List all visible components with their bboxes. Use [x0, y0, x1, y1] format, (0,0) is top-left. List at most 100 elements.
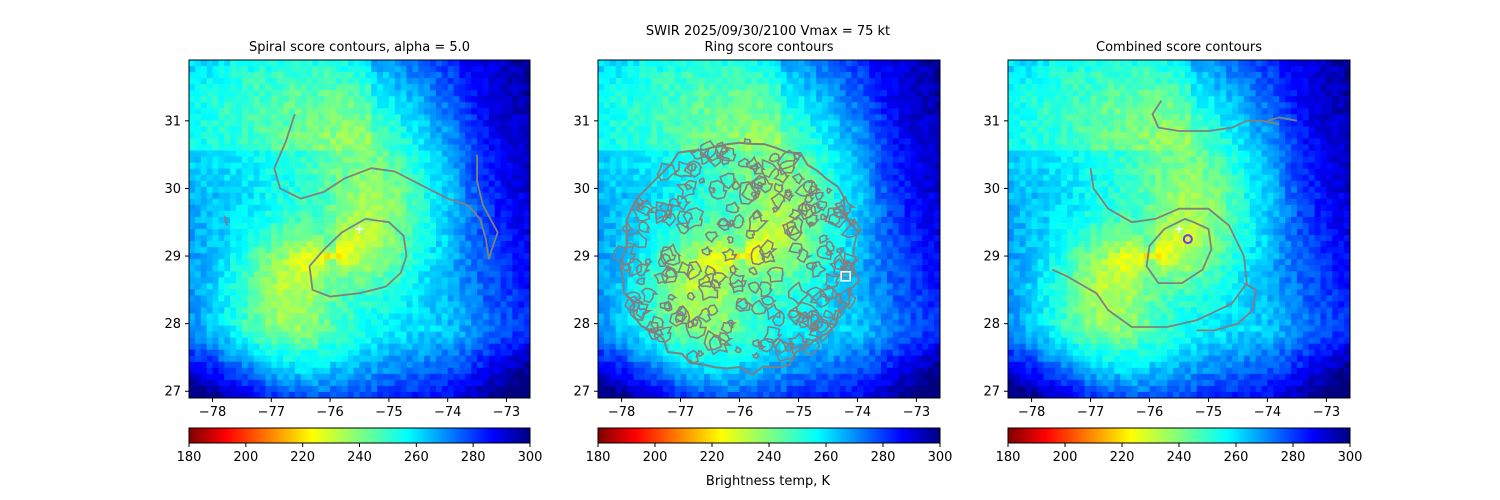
center-circle-marker [1182, 234, 1193, 245]
x-tick-label: −76 [1136, 405, 1163, 420]
score-contour [683, 184, 693, 191]
score-contour [771, 310, 786, 327]
score-contour [612, 244, 637, 266]
score-contour [696, 350, 705, 357]
score-contour [716, 217, 729, 227]
score-contour [825, 250, 835, 257]
score-contour [785, 224, 804, 242]
score-contour [637, 203, 645, 211]
score-contour [810, 312, 824, 333]
colorbar-tick-label: 260 [814, 450, 839, 465]
center-plus-marker [355, 225, 364, 233]
score-contour [794, 180, 814, 197]
axes-frame [188, 59, 531, 399]
score-contour [719, 172, 737, 190]
score-contour [788, 305, 805, 319]
score-contour [721, 157, 730, 166]
score-contour [704, 264, 717, 277]
brightness-temperature-image [598, 60, 940, 398]
y-tick-label: 28 [164, 317, 181, 332]
score-contour [756, 181, 765, 188]
score-contour [653, 272, 670, 285]
x-tick-label: −76 [726, 405, 753, 420]
score-contour [698, 274, 714, 288]
score-contour [668, 197, 683, 209]
y-tick-label: 29 [983, 250, 1000, 265]
score-contour [650, 315, 665, 330]
score-contour [822, 309, 834, 319]
score-contour [273, 113, 490, 260]
score-contour [729, 272, 748, 289]
score-contour [674, 310, 688, 324]
score-contour [1051, 168, 1248, 328]
score-contour [726, 236, 734, 244]
score-contour [725, 201, 741, 214]
colorbar-tick-label: 280 [461, 450, 486, 465]
colorbar-tick-label: 240 [347, 450, 372, 465]
x-tick-label: −76 [316, 405, 343, 420]
score-contour [840, 217, 863, 239]
colorbar-tick-label: 180 [586, 450, 611, 465]
score-contour [804, 192, 815, 204]
spiral-score-panel: Spiral score contours, alpha = 5.0 −78 −77… [164, 40, 542, 465]
x-tick-label: −74 [1254, 405, 1281, 420]
score-contour [835, 294, 842, 303]
score-contour [833, 309, 844, 320]
score-contour [783, 188, 795, 203]
score-contour [731, 213, 745, 229]
panel-title: Spiral score contours, alpha = 5.0 [249, 40, 470, 55]
score-contour [771, 206, 779, 213]
score-contour [664, 265, 678, 278]
score-contour [657, 252, 673, 267]
score-contour [750, 244, 766, 266]
score-contour [798, 199, 813, 218]
panel-title: Ring score contours [704, 40, 833, 55]
colorbar-tick-label: 200 [643, 450, 668, 465]
score-contour [783, 341, 796, 352]
score-contour [776, 149, 800, 171]
y-tick-label: 30 [983, 182, 1000, 197]
colorbar-tick-label: 200 [233, 450, 258, 465]
colorbar-tick-label: 220 [1110, 450, 1135, 465]
score-contour [801, 203, 817, 221]
combined-score-panel: Combined score contours −78 −77 −76 −75 −74 −7… [983, 40, 1362, 465]
colorbar [188, 427, 531, 444]
score-contour [1145, 218, 1213, 284]
score-contour [748, 162, 761, 174]
colorbar-tick-label: 300 [1338, 450, 1363, 465]
colorbar-tick-label: 240 [757, 450, 782, 465]
score-contour [798, 316, 810, 329]
y-tick-label: 31 [983, 114, 1000, 129]
score-contour [752, 338, 763, 348]
score-contour [826, 186, 834, 194]
score-contour [663, 300, 673, 312]
score-contour [622, 222, 635, 233]
score-contour [815, 200, 828, 212]
score-contour [223, 215, 229, 226]
score-contour [808, 320, 834, 343]
colorbar-tick-label: 280 [1281, 450, 1306, 465]
score-contour [726, 319, 738, 328]
y-tick-label: 27 [164, 385, 181, 400]
score-contour [644, 258, 654, 266]
colorbar-tick-label: 220 [290, 450, 315, 465]
score-contour [711, 271, 729, 284]
colorbar-tick-label: 220 [700, 450, 725, 465]
score-contour [788, 242, 804, 254]
score-contour [806, 286, 825, 303]
score-contour [629, 301, 654, 322]
score-contour [752, 209, 763, 221]
y-tick-label: 28 [983, 317, 1000, 332]
score-contour [836, 247, 845, 255]
colorbar [1007, 427, 1351, 444]
score-contour [758, 239, 778, 259]
score-contour [635, 277, 646, 286]
score-contour [668, 305, 691, 327]
x-tick-label: −77 [1077, 405, 1104, 420]
y-tick-label: 30 [164, 182, 181, 197]
x-tick-label: −73 [493, 405, 520, 420]
x-tick-label: −77 [667, 405, 694, 420]
brightness-temperature-image [189, 60, 530, 398]
y-tick-label: 30 [573, 182, 590, 197]
score-contour [706, 304, 719, 317]
